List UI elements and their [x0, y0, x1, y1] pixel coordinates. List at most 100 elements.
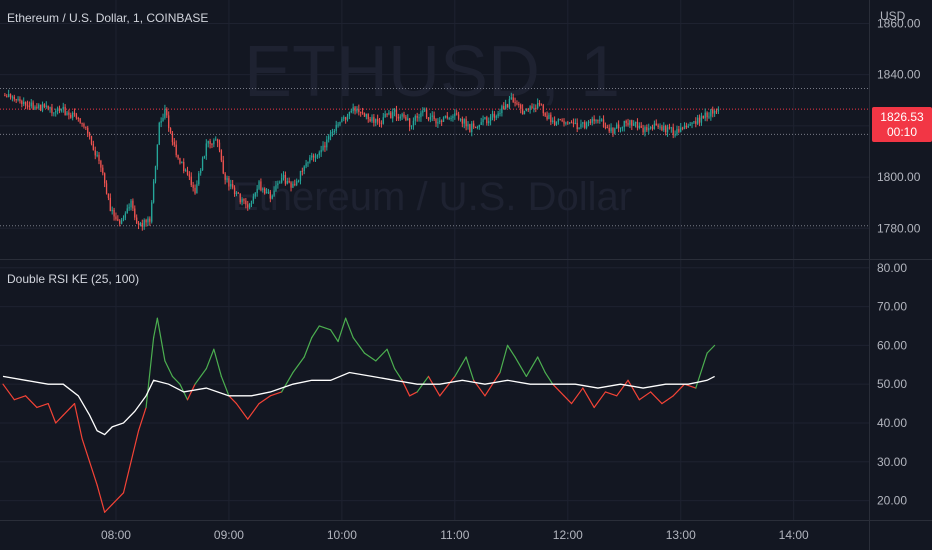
candlestick-series: [4, 89, 720, 231]
candle-body: [107, 193, 110, 198]
candle-body: [561, 119, 563, 121]
rsi-fast-segment: [2, 383, 15, 401]
candle-body: [70, 114, 72, 118]
rsi-tick-label: 20.00: [877, 494, 907, 508]
candle-body: [314, 157, 317, 159]
candle-body: [456, 113, 458, 115]
candle-body: [15, 99, 17, 101]
candle-body: [670, 127, 672, 129]
candle-body: [535, 107, 537, 109]
rsi-tick-label: 50.00: [877, 377, 907, 391]
candle-body: [601, 119, 603, 121]
rsi-fast-segment: [104, 503, 113, 513]
candle-body: [380, 123, 383, 125]
candle-body: [493, 113, 496, 118]
candle-body: [198, 173, 200, 185]
candle-body: [540, 104, 543, 106]
candle-body: [154, 166, 157, 182]
candle-body: [149, 218, 151, 222]
time-tick-label: 12:00: [553, 528, 583, 542]
candle-body: [395, 109, 398, 117]
candle-body: [582, 122, 584, 124]
candle-body: [36, 106, 38, 108]
candle-body: [529, 106, 531, 111]
rsi-axis[interactable]: 80.00 70.00 60.00 50.00 40.00 30.00 20.00: [877, 261, 907, 508]
candle-body: [531, 106, 533, 109]
rsi-fast-segment: [525, 356, 539, 378]
currency-label[interactable]: USD: [880, 9, 906, 23]
candle-body: [7, 94, 10, 97]
candle-body: [102, 167, 104, 174]
candle-body: [34, 106, 36, 110]
watermark-name: Ethereum / U.S. Dollar: [232, 175, 632, 219]
candle-body: [552, 120, 554, 123]
candle-body: [45, 105, 47, 107]
candle-body: [474, 126, 477, 128]
rsi-fast-segment: [24, 395, 38, 409]
candle-body: [241, 199, 243, 203]
candle-body: [307, 161, 309, 164]
candle-body: [226, 178, 228, 180]
candle-body: [525, 108, 528, 111]
rsi-fast-segment: [81, 437, 91, 463]
candle-body: [408, 118, 411, 127]
rsi-fast-segment: [164, 360, 174, 378]
candle-body: [446, 115, 448, 119]
candle-body: [425, 109, 428, 118]
candle-body: [440, 120, 443, 122]
indicator-legend[interactable]: Double RSI KE (25, 100): [7, 272, 139, 286]
rsi-fast-segment: [506, 344, 516, 358]
candle-body: [412, 120, 415, 126]
candle-body: [700, 115, 703, 123]
rsi-fast-segment: [55, 414, 64, 424]
candle-body: [403, 114, 405, 117]
candle-body: [262, 188, 264, 190]
candle-body: [557, 119, 560, 122]
rsi-fast-segment: [186, 383, 196, 401]
candle-body: [537, 102, 539, 108]
candle-body: [286, 181, 288, 184]
candle-body: [606, 126, 608, 128]
candle-body: [604, 126, 607, 128]
candle-body: [427, 117, 430, 120]
candle-body: [292, 183, 294, 188]
candle-body: [390, 112, 392, 119]
candle-body: [188, 174, 191, 177]
candle-body: [570, 122, 573, 124]
candle-body: [350, 110, 352, 112]
rsi-fast-segment: [311, 325, 320, 339]
candle-body: [282, 174, 285, 178]
candle-body: [388, 112, 390, 115]
candle-body: [365, 113, 368, 117]
candle-body: [693, 121, 695, 123]
candle-body: [463, 119, 465, 124]
candle-body: [567, 122, 569, 124]
candle-body: [265, 191, 268, 194]
candle-body: [28, 105, 31, 107]
candle-body: [697, 117, 699, 124]
rsi-fast-segment: [570, 387, 584, 405]
candle-body: [186, 170, 189, 175]
rsi-fast-segment: [439, 375, 456, 397]
candle-body: [435, 119, 437, 124]
candle-body: [715, 111, 718, 113]
candle-body: [510, 97, 512, 99]
candle-body: [207, 141, 209, 144]
candle-body: [32, 102, 34, 110]
candle-body: [698, 117, 701, 123]
candle-body: [587, 121, 590, 123]
candle-body: [273, 190, 275, 196]
candle-body: [508, 98, 511, 108]
candle-body: [109, 197, 111, 211]
candle-body: [689, 124, 691, 126]
candle-body: [393, 109, 396, 112]
time-axis[interactable]: 08:00 09:00 10:00 11:00 12:00 13:00 14:00: [0, 520, 932, 543]
candle-body: [665, 125, 667, 133]
candle-body: [546, 115, 548, 119]
candle-body: [410, 125, 413, 127]
symbol-legend[interactable]: Ethereum / U.S. Dollar, 1, COINBASE: [7, 11, 208, 25]
rsi-tick-label: 60.00: [877, 338, 907, 352]
candle-body: [119, 220, 121, 224]
candle-body: [181, 161, 183, 164]
